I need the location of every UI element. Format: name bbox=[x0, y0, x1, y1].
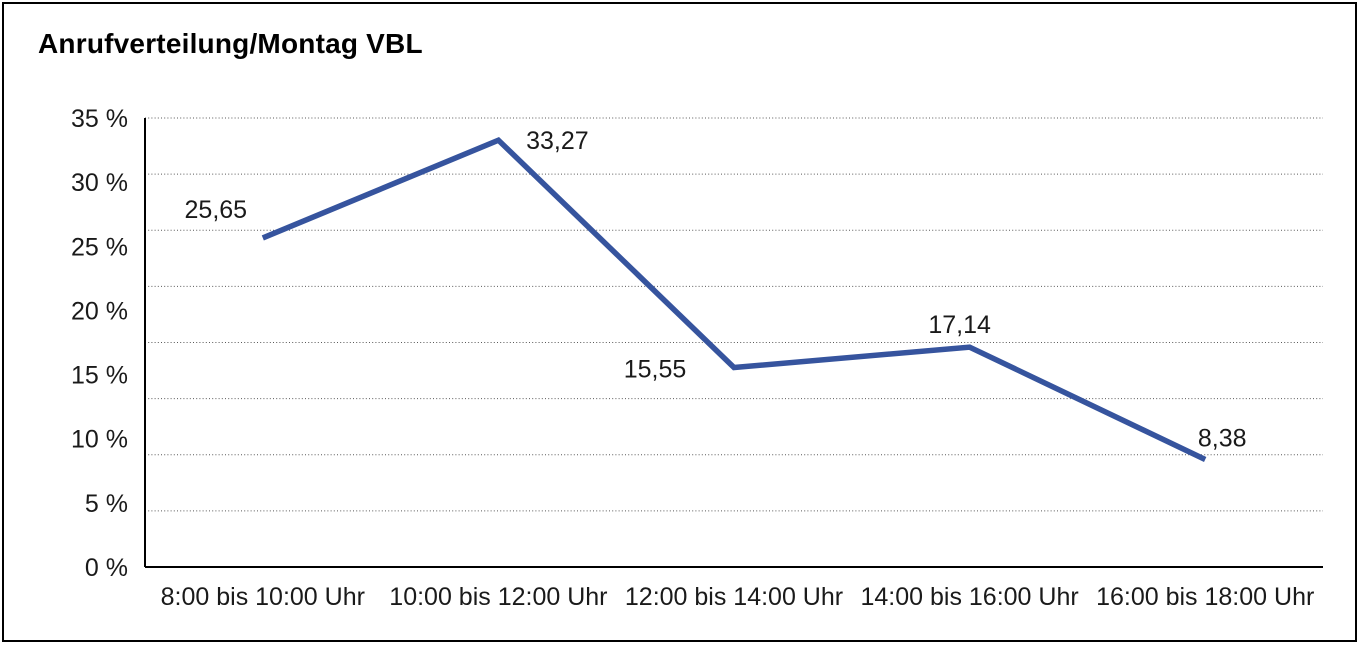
y-axis-tick-label: 10 % bbox=[71, 426, 128, 454]
x-axis-tick-label: 16:00 bis 18:00 Uhr bbox=[1096, 583, 1314, 611]
data-point-label: 17,14 bbox=[928, 311, 991, 339]
y-axis-tick-label: 5 % bbox=[85, 490, 128, 518]
y-axis-tick-label: 35 % bbox=[71, 105, 128, 133]
data-point-label: 8,38 bbox=[1198, 424, 1247, 452]
x-axis-tick-label: 10:00 bis 12:00 Uhr bbox=[389, 583, 607, 611]
y-axis-tick-label: 20 % bbox=[71, 297, 128, 325]
data-point-label: 25,65 bbox=[185, 196, 248, 224]
data-line bbox=[261, 136, 1207, 462]
y-axis-tick-label: 30 % bbox=[71, 169, 128, 197]
x-axis-tick-label: 14:00 bis 16:00 Uhr bbox=[860, 583, 1078, 611]
y-axis-tick-label: 25 % bbox=[71, 233, 128, 261]
y-axis-tick-label: 0 % bbox=[85, 554, 128, 582]
data-point-label: 15,55 bbox=[624, 356, 687, 384]
chart-title: Anrufverteilung/Montag VBL bbox=[38, 28, 423, 59]
data-point-label: 33,27 bbox=[526, 127, 589, 155]
x-axis-tick-label: 8:00 bis 10:00 Uhr bbox=[161, 583, 365, 611]
y-axis-tick-label: 15 % bbox=[71, 362, 128, 390]
x-axis-tick-label: 12:00 bis 14:00 Uhr bbox=[625, 583, 843, 611]
